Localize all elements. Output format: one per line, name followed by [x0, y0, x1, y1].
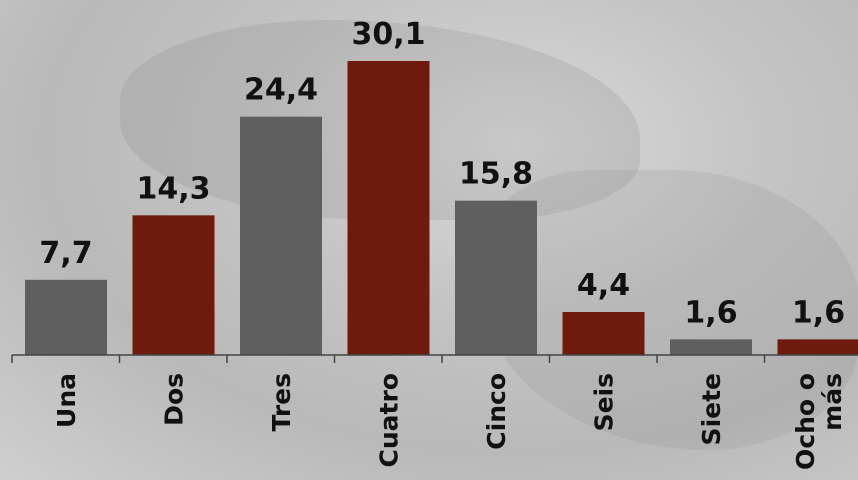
bar	[455, 200, 537, 355]
category-label-line: Cinco	[482, 373, 511, 450]
value-label: 14,3	[136, 171, 210, 206]
bar	[25, 279, 107, 355]
category-label-line: Una	[52, 373, 81, 428]
bar	[132, 215, 215, 355]
value-label: 1,6	[792, 295, 845, 330]
category-label: Seis	[590, 373, 619, 431]
category-label: Cinco	[482, 373, 511, 450]
bar	[347, 61, 430, 355]
category-label: Tres	[267, 373, 296, 431]
category-label: Cuatro	[375, 373, 404, 467]
category-label: Dos	[160, 373, 189, 426]
category-label-line: Ocho o	[791, 373, 820, 470]
value-label: 4,4	[577, 268, 630, 303]
value-label: 1,6	[684, 295, 737, 330]
category-label-line: Cuatro	[375, 373, 404, 467]
category-label-line: más	[818, 373, 847, 431]
value-label: 24,4	[244, 73, 318, 108]
value-label: 7,7	[39, 236, 92, 271]
category-label-line: Tres	[267, 373, 296, 431]
bar	[240, 116, 322, 356]
category-label-line: Seis	[590, 373, 619, 431]
bar	[670, 339, 752, 355]
value-label: 15,8	[459, 157, 533, 192]
category-label: Siete	[697, 373, 726, 445]
bar	[777, 339, 858, 355]
category-label: Una	[52, 373, 81, 428]
bar	[562, 312, 645, 355]
category-label-line: Siete	[697, 373, 726, 445]
category-label-line: Dos	[160, 373, 189, 426]
value-label: 30,1	[351, 17, 425, 52]
